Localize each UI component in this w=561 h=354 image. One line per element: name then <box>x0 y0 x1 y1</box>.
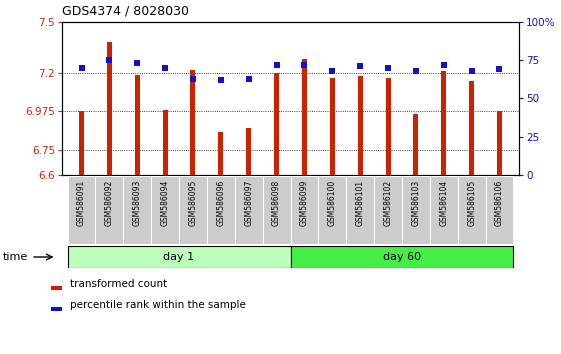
Point <box>160 65 169 71</box>
Text: GSM586102: GSM586102 <box>384 179 393 225</box>
Text: GSM586097: GSM586097 <box>244 179 253 226</box>
Point <box>495 67 504 72</box>
Bar <box>497 111 502 175</box>
Bar <box>291 246 513 268</box>
Text: GSM586105: GSM586105 <box>467 179 476 225</box>
Text: GSM586096: GSM586096 <box>217 179 226 226</box>
Text: GDS4374 / 8028030: GDS4374 / 8028030 <box>62 5 189 18</box>
Bar <box>207 176 234 244</box>
Bar <box>358 75 362 175</box>
Text: percentile rank within the sample: percentile rank within the sample <box>70 300 245 310</box>
Bar <box>442 71 446 175</box>
Text: GSM586091: GSM586091 <box>77 179 86 225</box>
Bar <box>302 59 307 175</box>
Bar <box>234 176 263 244</box>
Text: GSM586100: GSM586100 <box>328 179 337 225</box>
Bar <box>413 114 419 175</box>
Text: GSM586101: GSM586101 <box>356 179 365 225</box>
Point <box>411 68 420 74</box>
Bar <box>79 111 84 175</box>
Bar <box>123 176 151 244</box>
Point <box>467 68 476 74</box>
Bar <box>151 176 179 244</box>
Text: time: time <box>3 252 28 262</box>
Bar <box>246 128 251 175</box>
Bar <box>330 78 335 175</box>
Bar <box>135 75 140 175</box>
Bar <box>458 176 486 244</box>
Point <box>244 76 253 81</box>
Text: GSM586106: GSM586106 <box>495 179 504 225</box>
Bar <box>67 176 95 244</box>
Text: day 60: day 60 <box>383 252 421 262</box>
Text: GSM586092: GSM586092 <box>105 179 114 225</box>
Text: GSM586094: GSM586094 <box>160 179 169 226</box>
Point <box>272 62 281 68</box>
Bar <box>291 176 318 244</box>
Bar <box>430 176 458 244</box>
Point <box>77 65 86 71</box>
Point <box>439 62 448 68</box>
Point <box>217 77 226 83</box>
Text: GSM586098: GSM586098 <box>272 179 281 225</box>
Point <box>300 62 309 68</box>
Text: GSM586104: GSM586104 <box>439 179 448 225</box>
Bar <box>67 246 291 268</box>
Bar <box>51 286 62 290</box>
Bar <box>163 109 168 175</box>
Text: GSM586103: GSM586103 <box>411 179 420 225</box>
Point <box>188 76 197 81</box>
Bar <box>191 70 195 175</box>
Bar <box>51 307 62 311</box>
Bar <box>263 176 291 244</box>
Bar <box>374 176 402 244</box>
Bar <box>385 78 390 175</box>
Text: transformed count: transformed count <box>70 279 167 289</box>
Text: GSM586093: GSM586093 <box>133 179 142 226</box>
Bar <box>179 176 207 244</box>
Text: day 1: day 1 <box>163 252 195 262</box>
Bar <box>486 176 513 244</box>
Point <box>133 61 142 66</box>
Bar <box>402 176 430 244</box>
Text: GSM586095: GSM586095 <box>188 179 197 226</box>
Point <box>328 68 337 74</box>
Bar <box>346 176 374 244</box>
Text: GSM586099: GSM586099 <box>300 179 309 226</box>
Point <box>105 57 114 63</box>
Point <box>384 65 393 71</box>
Point <box>356 63 365 69</box>
Bar <box>95 176 123 244</box>
Bar <box>469 81 474 175</box>
Bar <box>218 132 223 175</box>
Bar <box>318 176 346 244</box>
Bar <box>107 42 112 175</box>
Bar <box>274 73 279 175</box>
